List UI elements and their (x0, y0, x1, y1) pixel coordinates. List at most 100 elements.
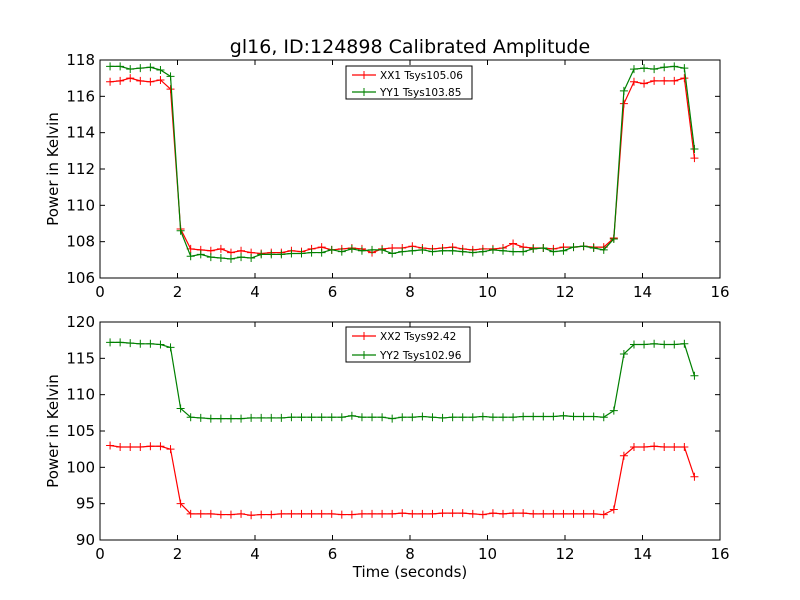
y-tick-label: 112 (66, 160, 95, 178)
data-point (277, 509, 286, 518)
x-tick-label: 6 (328, 545, 338, 563)
data-point (690, 154, 699, 163)
data-point (499, 413, 507, 422)
data-point (307, 248, 316, 257)
data-point (146, 77, 155, 86)
data-point (680, 74, 689, 83)
y-tick-label: 120 (66, 313, 95, 331)
data-point (166, 343, 175, 352)
data-point (226, 254, 235, 263)
data-point (609, 406, 618, 415)
x-axis-label: Time (seconds) (352, 563, 468, 581)
data-point (237, 509, 246, 518)
data-point (660, 442, 669, 451)
series-2 (106, 338, 699, 423)
data-point (378, 509, 387, 518)
data-point (549, 247, 558, 256)
data-point (529, 244, 538, 253)
data-point (680, 442, 689, 451)
data-point (629, 340, 638, 349)
data-point (317, 248, 326, 257)
data-point (519, 509, 528, 518)
data-point (488, 509, 497, 518)
data-point (559, 509, 568, 518)
data-point (106, 62, 115, 71)
data-point (438, 413, 447, 422)
legend-label: XX2 Tsys92.42 (380, 331, 456, 343)
data-point (478, 510, 487, 519)
data-point (509, 239, 518, 248)
data-point (297, 413, 306, 422)
data-point (176, 226, 185, 235)
data-point (690, 472, 699, 481)
data-point (599, 413, 608, 422)
data-point (670, 442, 679, 451)
data-point (619, 99, 628, 108)
data-point (216, 510, 225, 519)
data-point (247, 413, 256, 422)
data-point (347, 411, 356, 420)
data-point (629, 65, 638, 74)
data-point (619, 86, 628, 95)
data-point (388, 509, 397, 518)
data-point (347, 244, 356, 253)
data-point (660, 63, 669, 72)
data-point (589, 244, 598, 253)
data-point (519, 412, 528, 421)
data-point (640, 64, 649, 73)
data-point (106, 338, 115, 347)
data-point (660, 76, 669, 85)
data-point (106, 77, 115, 86)
data-point (237, 253, 246, 262)
data-point (388, 414, 397, 423)
data-point (156, 442, 165, 451)
data-point (357, 413, 366, 422)
data-point (680, 64, 689, 73)
data-point (347, 510, 356, 519)
data-point (116, 76, 125, 85)
data-point (670, 340, 679, 349)
data-point (619, 349, 628, 358)
data-point (287, 249, 296, 258)
data-point (569, 412, 578, 421)
data-point (136, 76, 145, 85)
data-point (136, 64, 145, 73)
data-point (408, 509, 417, 518)
data-point (670, 62, 679, 71)
data-point (247, 254, 256, 263)
data-point (599, 245, 608, 254)
legend-marker (360, 71, 368, 79)
data-point (317, 413, 326, 422)
data-point (529, 509, 538, 518)
data-point (519, 247, 528, 256)
data-point (589, 412, 598, 421)
data-point (388, 249, 397, 258)
data-point (640, 79, 649, 88)
data-point (368, 509, 377, 518)
data-point (569, 243, 578, 252)
y-tick-label: 106 (66, 269, 95, 287)
data-point (196, 509, 205, 518)
data-point (468, 509, 477, 518)
data-point (327, 413, 336, 422)
data-point (690, 371, 699, 380)
data-point (509, 247, 518, 256)
data-point (499, 509, 507, 518)
data-point (106, 441, 115, 450)
y-tick-label: 105 (66, 422, 95, 440)
data-point (569, 509, 578, 518)
data-point (307, 509, 316, 518)
data-point (478, 247, 487, 256)
data-point (297, 509, 306, 518)
data-point (408, 246, 417, 255)
data-point (650, 76, 659, 85)
data-point (559, 411, 568, 420)
chart-title: gl16, ID:124898 Calibrated Amplitude (230, 36, 590, 58)
data-point (428, 509, 437, 518)
data-point (448, 246, 457, 255)
data-point (629, 442, 638, 451)
data-point (166, 85, 175, 94)
data-point (428, 247, 437, 256)
data-point (186, 252, 195, 261)
